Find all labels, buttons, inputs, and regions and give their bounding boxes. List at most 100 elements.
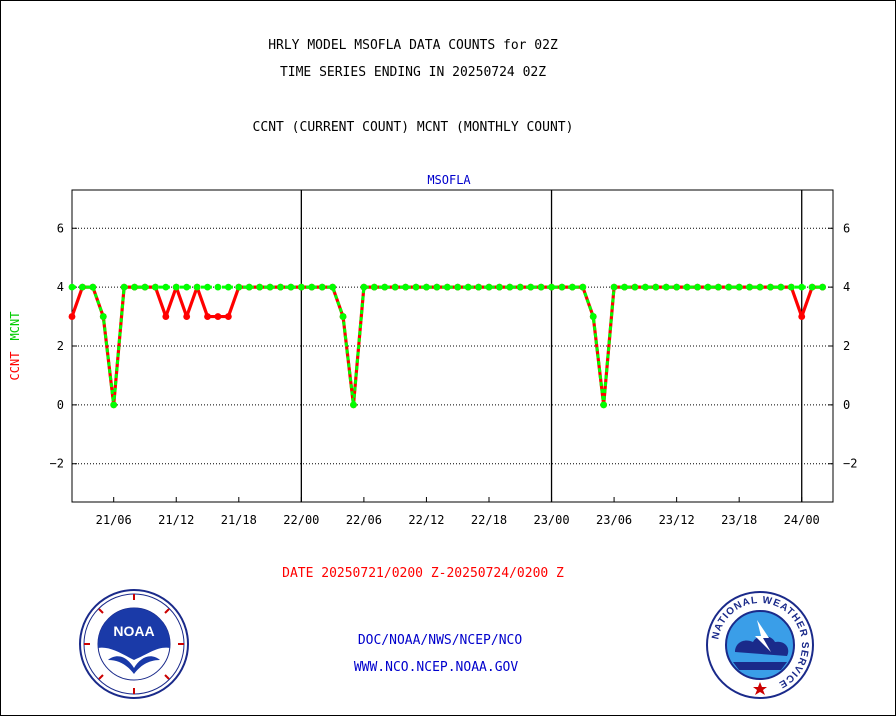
point-mcnt-36 xyxy=(443,283,451,291)
point-mcnt-40 xyxy=(485,283,493,291)
x-tick-label-4: 22/06 xyxy=(346,513,382,527)
point-mcnt-43 xyxy=(516,283,524,291)
point-mcnt-15 xyxy=(224,283,232,291)
point-mcnt-31 xyxy=(391,283,399,291)
x-tick-label-6: 22/18 xyxy=(471,513,507,527)
y-tick-label-right-0: 6 xyxy=(843,221,850,235)
point-mcnt-51 xyxy=(600,401,608,409)
point-mcnt-38 xyxy=(464,283,472,291)
point-ccnt-70 xyxy=(798,313,806,320)
point-mcnt-61 xyxy=(704,283,712,291)
y-tick-label-left-1: 4 xyxy=(57,280,64,294)
point-mcnt-10 xyxy=(172,283,180,291)
point-mcnt-22 xyxy=(297,283,305,291)
point-mcnt-45 xyxy=(537,283,545,291)
point-mcnt-17 xyxy=(245,283,253,291)
point-mcnt-5 xyxy=(120,283,128,291)
point-mcnt-70 xyxy=(798,283,806,291)
point-mcnt-25 xyxy=(329,283,337,291)
point-mcnt-7 xyxy=(141,283,149,291)
x-tick-label-2: 21/18 xyxy=(221,513,257,527)
point-ccnt-15 xyxy=(224,313,232,320)
x-tick-label-0: 21/06 xyxy=(96,513,132,527)
point-mcnt-28 xyxy=(360,283,368,291)
date-range-label: DATE 20250721/0200 Z-20250724/0200 Z xyxy=(282,566,564,581)
y-tick-label-left-4: −2 xyxy=(50,457,64,471)
point-mcnt-66 xyxy=(756,283,764,291)
point-mcnt-27 xyxy=(350,401,357,409)
point-mcnt-14 xyxy=(214,283,222,291)
point-ccnt-9 xyxy=(162,313,170,320)
grid-lines xyxy=(72,190,833,502)
y-tick-label-left-0: 6 xyxy=(57,221,64,235)
point-mcnt-32 xyxy=(402,283,409,291)
point-mcnt-55 xyxy=(641,283,649,291)
point-ccnt-11 xyxy=(183,313,191,320)
point-mcnt-34 xyxy=(423,283,430,291)
point-mcnt-1 xyxy=(79,283,86,291)
point-mcnt-18 xyxy=(256,283,264,291)
x-tick-label-7: 23/00 xyxy=(533,513,569,527)
point-mcnt-19 xyxy=(266,283,274,291)
chart-title-line1: HRLY MODEL MSOFLA DATA COUNTS for 02Z xyxy=(268,38,558,53)
point-mcnt-3 xyxy=(99,313,107,320)
point-mcnt-44 xyxy=(527,283,535,291)
point-mcnt-37 xyxy=(454,283,462,291)
y-tick-label-right-4: −2 xyxy=(843,457,857,471)
point-mcnt-23 xyxy=(308,283,316,291)
point-mcnt-42 xyxy=(506,283,514,291)
x-tick-label-1: 21/12 xyxy=(158,513,194,527)
y-tick-label-right-1: 4 xyxy=(843,280,850,294)
nws-logo: NATIONAL WEATHER SERVICE xyxy=(706,591,814,699)
y-tick-label-right-3: 0 xyxy=(843,398,850,412)
x-tick-label-11: 24/00 xyxy=(784,513,820,527)
point-mcnt-62 xyxy=(714,283,722,291)
point-mcnt-69 xyxy=(787,283,795,291)
noaa-logo: NOAA xyxy=(79,589,189,699)
point-mcnt-24 xyxy=(318,283,326,291)
point-mcnt-71 xyxy=(808,283,816,291)
point-mcnt-29 xyxy=(370,283,378,291)
point-mcnt-72 xyxy=(819,283,826,291)
point-mcnt-20 xyxy=(277,283,284,291)
point-mcnt-57 xyxy=(662,283,670,291)
ylabel-ccnt: CCNT xyxy=(8,352,22,381)
point-mcnt-9 xyxy=(162,283,170,291)
noaa-logo-text: NOAA xyxy=(113,623,154,639)
x-tick-label-3: 22/00 xyxy=(283,513,319,527)
x-tick-label-9: 23/12 xyxy=(659,513,695,527)
website-link[interactable]: WWW.NCO.NCEP.NOAA.GOV xyxy=(353,660,519,675)
point-mcnt-41 xyxy=(496,283,503,291)
point-mcnt-12 xyxy=(193,283,201,291)
point-mcnt-52 xyxy=(610,283,618,291)
point-mcnt-47 xyxy=(558,283,566,291)
point-mcnt-11 xyxy=(183,283,191,291)
point-mcnt-21 xyxy=(287,283,295,291)
point-mcnt-35 xyxy=(433,283,441,291)
point-mcnt-4 xyxy=(110,401,118,409)
series-lines xyxy=(68,283,826,409)
org-path-label: DOC/NOAA/NWS/NCEP/NCO xyxy=(357,633,523,648)
point-mcnt-60 xyxy=(694,283,701,291)
point-mcnt-30 xyxy=(381,283,389,291)
point-mcnt-46 xyxy=(548,283,555,291)
point-ccnt-14 xyxy=(214,313,222,320)
point-mcnt-68 xyxy=(777,283,785,291)
x-tick-label-5: 22/12 xyxy=(408,513,444,527)
point-mcnt-50 xyxy=(589,313,597,320)
point-mcnt-67 xyxy=(767,283,774,291)
point-mcnt-16 xyxy=(235,283,243,291)
point-mcnt-56 xyxy=(652,283,660,291)
chart-title-line2: TIME SERIES ENDING IN 20250724 02Z xyxy=(279,65,547,80)
panel-title: MSOFLA xyxy=(427,173,471,187)
point-mcnt-39 xyxy=(475,283,482,291)
point-ccnt-13 xyxy=(204,313,211,320)
point-mcnt-54 xyxy=(631,283,639,291)
point-mcnt-13 xyxy=(204,283,211,291)
x-tick-label-8: 23/06 xyxy=(596,513,632,527)
point-mcnt-26 xyxy=(339,313,347,320)
point-mcnt-59 xyxy=(683,283,691,291)
point-mcnt-53 xyxy=(621,283,628,291)
point-mcnt-58 xyxy=(673,283,681,291)
y-tick-label-left-2: 2 xyxy=(57,339,64,353)
